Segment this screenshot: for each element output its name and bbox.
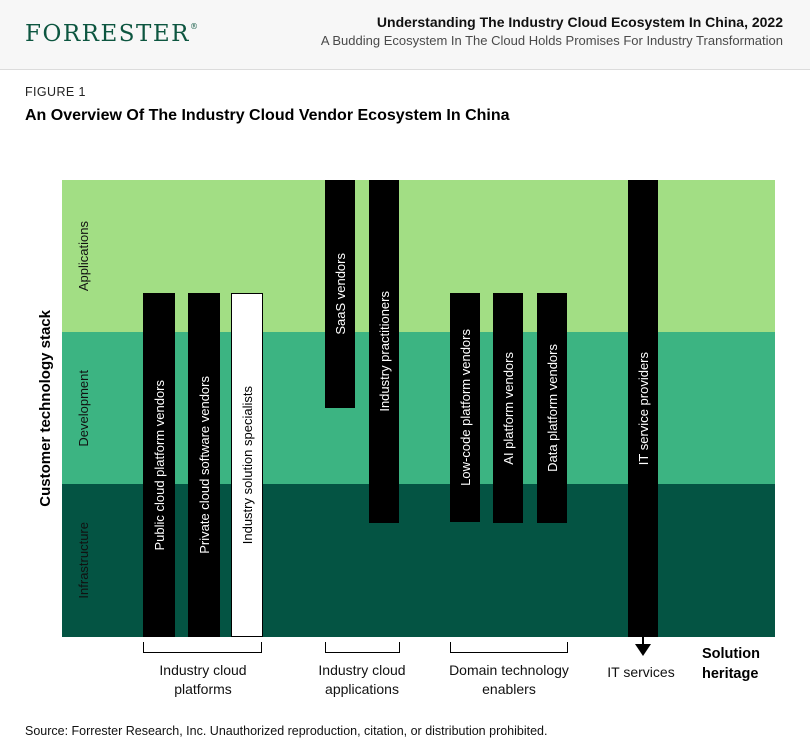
bar-label: SaaS vendors [332, 253, 348, 335]
bar-saas-vendors: SaaS vendors [325, 180, 355, 408]
band-label-wrap: Development [70, 332, 96, 484]
chart-area: Applications Development Infrastructure … [62, 180, 775, 637]
bar-label: Private cloud software vendors [196, 376, 212, 554]
registered-mark: ® [189, 22, 198, 31]
bar-industry-solution-specialists: Industry solution specialists [231, 293, 263, 637]
forrester-logo: FORRESTER® [25, 21, 198, 47]
band-label-infrastructure: Infrastructure [75, 522, 91, 599]
bar-data-platform-vendors: Data platform vendors [537, 293, 567, 523]
y-axis-label: Customer technology stack [36, 310, 54, 507]
band-label-development: Development [75, 369, 91, 447]
header-titles: Understanding The Industry Cloud Ecosyst… [321, 12, 783, 50]
down-arrow-stem [642, 637, 644, 645]
bar-private-cloud-software-vendors: Private cloud software vendors [188, 293, 220, 637]
bar-label: Low-code platform vendors [457, 329, 473, 486]
band-label-wrap: Applications [70, 180, 96, 332]
x-axis-label-solution-heritage: Solution heritage [702, 646, 760, 682]
group-label-it-services: IT services [607, 664, 675, 680]
figure-title: An Overview Of The Industry Cloud Vendor… [25, 107, 510, 124]
logo-text: FORRESTER [25, 21, 190, 47]
bar-low-code-platform-vendors: Low-code platform vendors [450, 293, 480, 522]
bar-industry-practitioners: Industry practitioners [369, 180, 399, 523]
band-label-wrap: Infrastructure [70, 484, 96, 637]
band-label-applications: Applications [75, 220, 91, 292]
report-title: Understanding The Industry Cloud Ecosyst… [376, 14, 783, 30]
group-label-domain-technology-enablers: Domain technology enablers [449, 662, 569, 697]
group-label-industry-cloud-platforms: Industry cloud platforms [159, 662, 247, 697]
bar-public-cloud-platform-vendors: Public cloud platform vendors [143, 293, 175, 637]
y-axis-label-wrap: Customer technology stack [28, 180, 62, 637]
bar-ai-platform-vendors: AI platform vendors [493, 293, 523, 523]
bar-label: Data platform vendors [544, 344, 560, 472]
report-subtitle: A Budding Ecosystem In The Cloud Holds P… [320, 33, 783, 48]
page-header: FORRESTER® Understanding The Industry Cl… [0, 0, 810, 70]
bracket-industry-cloud-applications [325, 642, 400, 653]
source-note: Source: Forrester Research, Inc. Unautho… [25, 724, 548, 738]
bar-it-service-providers: IT service providers [628, 180, 658, 637]
group-label-industry-cloud-applications: Industry cloud applications [318, 662, 406, 697]
bar-label: Industry practitioners [376, 291, 392, 412]
bar-label: IT service providers [635, 351, 651, 466]
bar-label: Public cloud platform vendors [151, 379, 167, 551]
bar-label: AI platform vendors [500, 351, 516, 465]
figure-label: FIGURE 1 [25, 85, 86, 99]
bar-label: Industry solution specialists [239, 385, 255, 545]
bracket-industry-cloud-platforms [143, 642, 262, 653]
bracket-domain-technology-enablers [450, 642, 568, 653]
down-arrow-icon [635, 644, 651, 656]
